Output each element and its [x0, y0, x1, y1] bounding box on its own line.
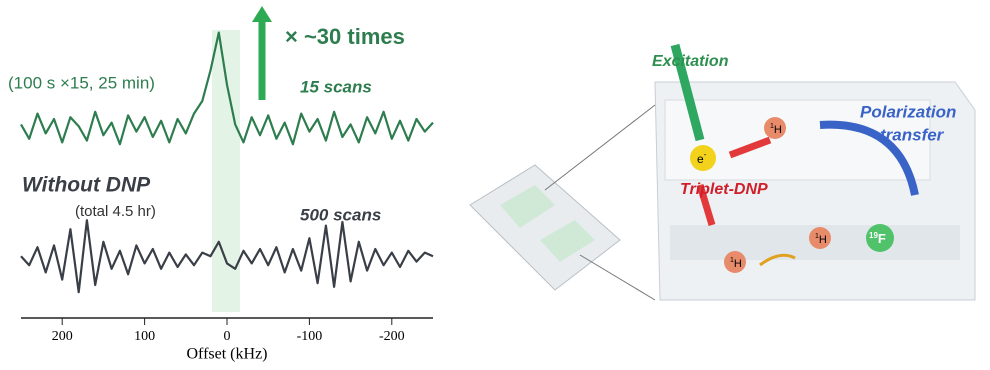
- x-label: Offset (kHz): [186, 346, 267, 363]
- x-tick-label: -100: [297, 329, 323, 344]
- sample-plate: [470, 165, 620, 290]
- annotation: Without DNP: [22, 174, 151, 197]
- zoom-line: [545, 105, 655, 190]
- legend-label: 500 scans: [300, 205, 381, 224]
- annotation: × ~30 times: [285, 24, 405, 49]
- base: H: [774, 124, 782, 136]
- figure: Offset (kHz) × ~30 times (100 s ×15, 25 …: [0, 0, 990, 370]
- annotation: (total 4.5 hr): [75, 203, 156, 220]
- label: transfer: [880, 125, 945, 144]
- base: F: [878, 231, 886, 246]
- diagram: [470, 45, 975, 300]
- annotation: (100 s ×15, 25 min): [8, 73, 155, 92]
- x-tick-label: -200: [379, 329, 405, 344]
- x-tick-label: 200: [52, 329, 73, 344]
- zoom-line: [580, 255, 655, 300]
- label: Excitation: [652, 53, 729, 70]
- label: Triplet-DNP: [680, 181, 768, 198]
- sup: -: [704, 150, 707, 159]
- base: H: [819, 234, 827, 246]
- x-tick-label: 0: [224, 329, 231, 344]
- label: Polarization: [860, 102, 956, 121]
- base: H: [734, 258, 742, 270]
- x-tick-label: 100: [134, 329, 155, 344]
- arrow-head: [252, 6, 272, 22]
- legend-label: 15 scans: [300, 77, 372, 96]
